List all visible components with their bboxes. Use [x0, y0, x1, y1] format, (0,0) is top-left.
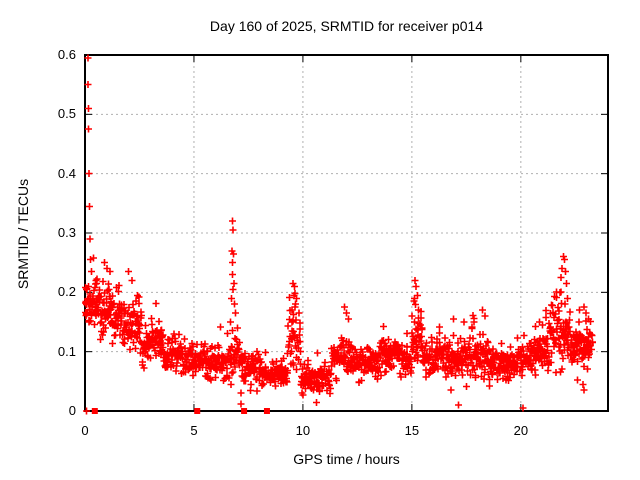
y-tick-label: 0.4 — [57, 165, 76, 181]
x-axis-label: GPS time / hours — [293, 451, 400, 467]
zero-cluster-marker — [263, 408, 270, 414]
x-tick-label: 20 — [513, 423, 529, 438]
chart-title: Day 160 of 2025, SRMTID for receiver p01… — [209, 18, 484, 34]
zero-cluster-marker — [194, 408, 201, 414]
y-tick-label: 0.3 — [57, 225, 76, 240]
x-tick-label: 0 — [81, 423, 89, 438]
zero-cluster-marker — [241, 408, 248, 414]
x-tick-label: 10 — [295, 423, 311, 438]
x-tick-label: 15 — [404, 423, 420, 438]
zero-cluster-marker — [91, 408, 98, 414]
y-tick-label: 0.2 — [57, 284, 76, 300]
data-point-markers — [82, 54, 596, 415]
y-tick-label: 0.1 — [57, 343, 76, 359]
y-tick-label: 0 — [68, 403, 76, 418]
y-tick-label: 0.6 — [57, 47, 76, 62]
x-tick-label: 5 — [190, 423, 198, 438]
scatter-points — [82, 54, 596, 415]
y-tick-label: 0.5 — [57, 106, 76, 122]
